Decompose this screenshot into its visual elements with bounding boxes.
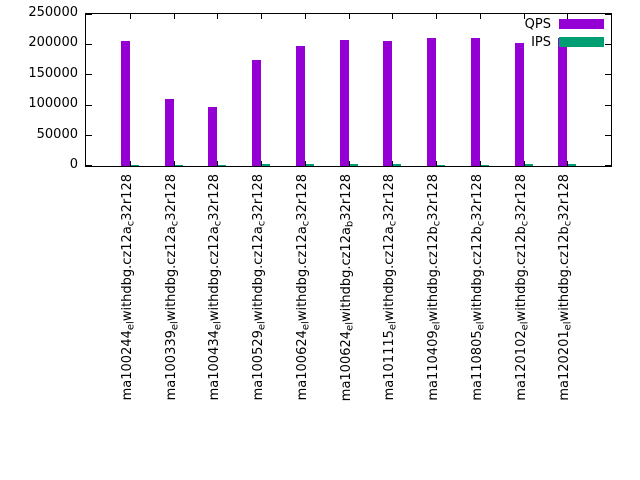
x-tick-mark — [479, 161, 481, 166]
y-tick-mark — [605, 43, 611, 45]
x-axis-label: ma100529elwithdbg.cz12ac32r128 — [251, 174, 268, 401]
y-tick-mark — [605, 74, 611, 76]
bar-qps — [252, 59, 261, 166]
x-tick-mark — [523, 14, 525, 19]
x-tick-mark — [436, 161, 437, 166]
x-tick-mark — [392, 14, 394, 19]
bar-qps — [470, 38, 480, 166]
y-axis-tick-label: 100000 — [28, 96, 78, 112]
legend-swatch-ips — [559, 37, 604, 47]
x-axis-label: ma110409elwithdbg.cz12bc32r128 — [426, 174, 443, 401]
legend-label-qps: QPS — [524, 16, 551, 32]
bar-ips — [567, 164, 577, 166]
bar-ips — [479, 165, 489, 166]
y-tick-mark — [605, 104, 611, 106]
y-tick-mark — [605, 14, 611, 15]
bar-ips — [392, 164, 402, 166]
legend-label-ips: IPS — [531, 34, 551, 50]
x-tick-mark — [348, 161, 350, 166]
x-tick-mark — [173, 161, 175, 166]
bar-qps — [208, 107, 218, 166]
bar-ips — [523, 164, 533, 166]
x-axis-label: ma120102elwithdbg.cz12bc32r128 — [513, 174, 531, 401]
x-tick-mark — [129, 161, 131, 166]
y-tick-mark — [605, 165, 611, 166]
x-axis-label: ma101115elwithdbg.cz12ac32r128 — [382, 174, 399, 401]
bar-qps — [164, 99, 174, 166]
x-axis-label: ma110805elwithdbg.cz12bc32r128 — [469, 174, 487, 401]
y-tick-mark — [86, 104, 92, 106]
x-tick-mark — [217, 161, 219, 166]
x-tick-mark — [304, 14, 306, 19]
x-tick-mark — [479, 14, 481, 19]
legend-entry-ips: IPS — [525, 33, 604, 51]
x-tick-mark — [304, 161, 306, 166]
y-tick-mark — [86, 43, 92, 45]
y-tick-mark — [86, 135, 92, 137]
legend: QPS IPS — [525, 15, 604, 51]
x-tick-mark — [261, 161, 262, 166]
bar-ips — [348, 164, 358, 166]
x-tick-mark — [129, 14, 131, 19]
x-tick-mark — [567, 14, 569, 19]
y-axis-tick-label: 150000 — [28, 65, 78, 81]
bar-ips — [129, 165, 139, 166]
plot-area — [85, 13, 612, 167]
bar-qps — [295, 45, 305, 166]
x-tick-mark — [261, 14, 262, 19]
y-axis-tick-label: 200000 — [28, 35, 78, 51]
y-tick-mark — [86, 14, 92, 15]
x-axis-label: ma100244elwithdbg.cz12ac32r128 — [119, 174, 137, 401]
legend-swatch-qps — [559, 19, 604, 29]
x-tick-mark — [348, 14, 350, 19]
x-axis-label: ma100434elwithdbg.cz12ac32r128 — [207, 174, 224, 401]
x-axis-label: ma100624elwithdbg.cz12ab32r128 — [338, 174, 356, 402]
x-tick-mark — [392, 161, 394, 166]
y-tick-mark — [605, 135, 611, 137]
x-axis-label: ma100624elwithdbg.cz12ac32r128 — [294, 174, 312, 401]
legend-entry-qps: QPS — [525, 15, 604, 33]
bar-ips — [436, 164, 445, 166]
x-tick-mark — [523, 161, 525, 166]
x-tick-mark — [567, 161, 569, 166]
x-tick-mark — [436, 14, 437, 19]
bar-qps — [514, 43, 524, 166]
y-tick-mark — [86, 74, 92, 76]
y-axis-tick-label: 0 — [69, 157, 78, 172]
bar-qps — [427, 38, 436, 166]
bar-ips — [261, 164, 270, 166]
bar-ips — [173, 165, 183, 166]
bar-ips — [217, 164, 227, 166]
bar-qps — [120, 41, 130, 166]
x-axis-label: ma100339elwithdbg.cz12ac32r128 — [163, 174, 181, 401]
bar-qps — [339, 40, 349, 166]
bar-ips — [304, 164, 314, 166]
x-tick-mark — [173, 14, 175, 19]
x-tick-mark — [217, 14, 219, 19]
y-axis-tick-label: 50000 — [36, 126, 78, 142]
y-tick-mark — [86, 165, 92, 166]
x-axis-label: ma120201elwithdbg.cz12bc32r128 — [557, 174, 574, 401]
y-axis-tick-label: 250000 — [28, 5, 78, 20]
bar-qps — [383, 41, 393, 166]
bar-qps — [558, 38, 568, 166]
